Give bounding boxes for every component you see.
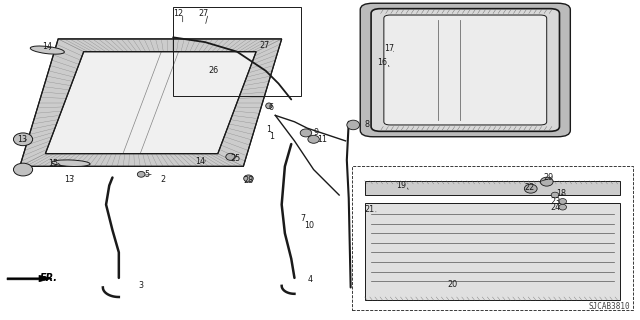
- Ellipse shape: [266, 103, 272, 109]
- Text: 26: 26: [208, 66, 218, 75]
- Text: 24: 24: [550, 203, 560, 212]
- Ellipse shape: [559, 204, 566, 210]
- Text: 8: 8: [365, 120, 370, 130]
- Ellipse shape: [551, 192, 559, 198]
- Ellipse shape: [540, 177, 553, 186]
- Polygon shape: [365, 203, 620, 300]
- Ellipse shape: [13, 133, 33, 146]
- Ellipse shape: [559, 198, 566, 204]
- Ellipse shape: [300, 129, 312, 137]
- Text: 20: 20: [448, 280, 458, 289]
- Text: 28: 28: [243, 176, 253, 185]
- Text: 23: 23: [550, 197, 560, 206]
- Text: 11: 11: [317, 135, 327, 144]
- Bar: [173, 7, 301, 96]
- Text: FR.: FR.: [40, 273, 58, 283]
- FancyBboxPatch shape: [371, 9, 559, 131]
- Text: 15: 15: [49, 159, 59, 168]
- Polygon shape: [365, 181, 620, 195]
- Text: 13: 13: [17, 135, 27, 144]
- Text: 21: 21: [365, 205, 375, 214]
- Text: 14: 14: [195, 157, 205, 166]
- Ellipse shape: [13, 163, 33, 176]
- Polygon shape: [20, 39, 282, 166]
- Text: 5: 5: [145, 170, 150, 179]
- FancyBboxPatch shape: [360, 3, 570, 137]
- Ellipse shape: [226, 153, 236, 160]
- Text: 27: 27: [198, 9, 209, 18]
- Text: 18: 18: [556, 189, 566, 198]
- Text: 10: 10: [304, 221, 314, 230]
- Text: 13: 13: [65, 175, 74, 184]
- Text: 19: 19: [397, 181, 407, 190]
- FancyBboxPatch shape: [384, 15, 547, 125]
- Text: 16: 16: [378, 58, 387, 67]
- Text: 22: 22: [524, 183, 534, 192]
- Ellipse shape: [244, 175, 253, 182]
- Text: 6: 6: [269, 103, 274, 112]
- Ellipse shape: [347, 120, 360, 130]
- Polygon shape: [45, 52, 256, 154]
- Text: 29: 29: [543, 173, 554, 182]
- Text: 14: 14: [42, 42, 52, 52]
- Polygon shape: [7, 275, 52, 282]
- Text: 25: 25: [230, 154, 241, 163]
- Ellipse shape: [308, 135, 319, 143]
- Text: 1: 1: [266, 125, 271, 134]
- Ellipse shape: [138, 172, 145, 177]
- Text: 3: 3: [138, 281, 143, 290]
- Text: 27: 27: [259, 41, 269, 50]
- Ellipse shape: [30, 46, 65, 54]
- Ellipse shape: [52, 160, 90, 166]
- Text: 4: 4: [307, 275, 312, 284]
- Bar: [352, 166, 633, 310]
- Text: 1: 1: [269, 132, 274, 140]
- Text: 9: 9: [314, 128, 319, 137]
- Text: 17: 17: [384, 44, 394, 53]
- Text: 12: 12: [173, 9, 183, 18]
- Text: SJCAB3810: SJCAB3810: [588, 302, 630, 311]
- Text: 2: 2: [161, 175, 166, 184]
- Text: 7: 7: [301, 214, 306, 223]
- Ellipse shape: [524, 184, 537, 193]
